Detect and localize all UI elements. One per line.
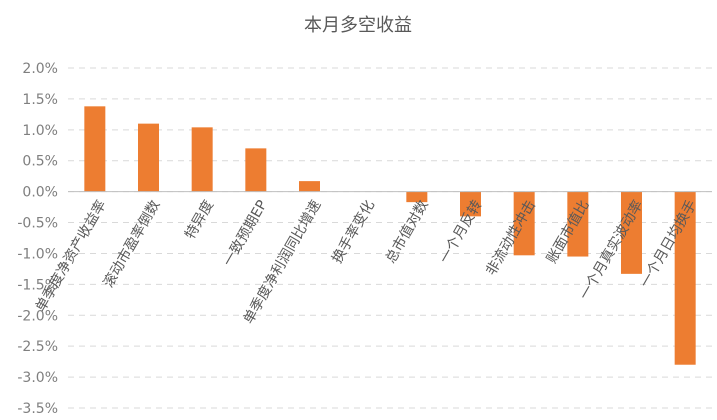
y-tick-label: -1.0% <box>17 246 58 262</box>
y-tick-label: 0.5% <box>22 154 58 170</box>
category-label: 滚动市盈率倒数 <box>100 197 164 290</box>
y-tick-label: 1.5% <box>22 92 58 108</box>
y-tick-label: -2.0% <box>17 308 58 324</box>
bar <box>674 191 696 365</box>
bar <box>513 191 535 256</box>
y-tick-label: 0.0% <box>22 185 58 201</box>
category-label: 换手率变化 <box>328 197 378 266</box>
y-tick-label: -3.5% <box>17 401 58 417</box>
bars <box>84 106 696 365</box>
category-label: 特异度 <box>182 198 217 242</box>
y-tick-label: -2.5% <box>17 339 58 355</box>
y-axis: 2.0% 1.5% 1.0% 0.5% 0.0% -0.5% -1.0% -1.5% -2.0%… <box>17 61 58 417</box>
category-label: 总市值对数 <box>382 197 432 266</box>
bar <box>138 123 159 192</box>
bar <box>84 106 106 192</box>
y-tick-label: 2.0% <box>22 61 58 77</box>
bar <box>245 148 267 192</box>
y-tick-label: -0.5% <box>17 216 58 232</box>
chart-title: 本月多空收益 <box>304 15 412 36</box>
gridlines <box>68 67 712 409</box>
y-tick-label: -3.0% <box>17 370 58 386</box>
y-tick-label: -1.5% <box>17 277 58 293</box>
bar <box>406 191 428 203</box>
bar <box>299 181 320 192</box>
y-tick-label: 1.0% <box>22 123 58 139</box>
bar <box>567 191 589 257</box>
category-label: 一致预期EP <box>220 198 271 269</box>
bar <box>621 191 642 274</box>
bar <box>191 127 213 192</box>
bar <box>460 191 481 217</box>
